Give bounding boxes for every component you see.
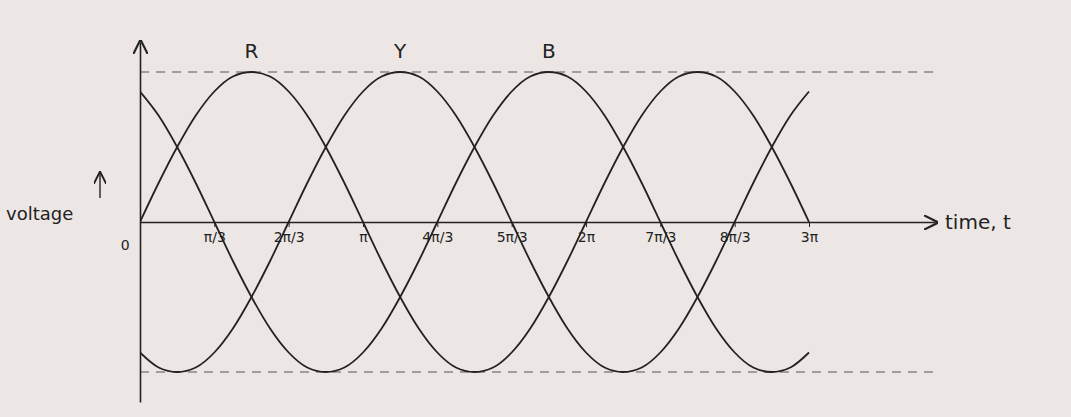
grid-line — [140, 371, 935, 372]
x-tick-mark — [289, 222, 290, 227]
x-tick: 4π/3 — [422, 222, 453, 245]
x-axis: 0 π/3 2π/3 π 4π/3 5π/3 2π 7π/3 8π/3 3π — [121, 222, 936, 253]
x-tick-mark — [140, 222, 141, 227]
x-axis-title: time, t — [945, 210, 1011, 234]
x-tick: 2π/3 — [274, 222, 305, 245]
x-tick-label: π — [359, 229, 368, 245]
x-tick-mark — [363, 222, 364, 227]
grid — [140, 72, 935, 372]
x-tick-mark — [437, 222, 438, 227]
x-tick-mark — [214, 222, 215, 227]
x-tick: 7π/3 — [645, 222, 676, 245]
x-tick: 0 — [121, 222, 141, 253]
x-tick-label: π/3 — [204, 229, 226, 245]
x-axis-line — [141, 222, 936, 224]
x-tick-label: 4π/3 — [422, 229, 453, 245]
x-tick-label: 0 — [121, 237, 130, 253]
y-title-arrow — [99, 174, 100, 198]
x-tick-mark — [586, 222, 587, 227]
series-label: Y — [393, 39, 407, 63]
x-tick-mark — [660, 222, 661, 227]
x-tick-label: 7π/3 — [645, 229, 676, 245]
y-axis-title: voltage — [6, 203, 73, 224]
x-tick-label: 5π/3 — [497, 229, 528, 245]
x-tick-mark — [735, 222, 736, 227]
x-tick-label: 3π — [801, 229, 819, 245]
series-label: R — [245, 39, 259, 63]
x-tick-mark — [512, 222, 513, 227]
series-label: B — [542, 39, 556, 63]
x-tick-label: 2π/3 — [274, 229, 305, 245]
x-tick: 8π/3 — [720, 222, 751, 245]
x-tick-label: 8π/3 — [720, 229, 751, 245]
x-tick: π — [359, 222, 368, 245]
x-tick: π/3 — [204, 222, 226, 245]
x-tick-mark — [809, 222, 810, 227]
x-tick-label: 2π — [578, 229, 596, 245]
y-axis — [140, 43, 141, 403]
x-tick: 3π — [801, 222, 819, 245]
x-tick: 2π — [578, 222, 596, 245]
chart: 0 π/3 2π/3 π 4π/3 5π/3 2π 7π/3 8π/3 3π time, t volt… — [0, 0, 1071, 417]
x-tick: 5π/3 — [497, 222, 528, 245]
background — [0, 0, 1071, 417]
